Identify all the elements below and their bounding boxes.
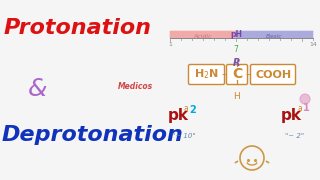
Text: pk: pk [168, 108, 189, 123]
Circle shape [300, 94, 310, 104]
Text: H$_2$N: H$_2$N [194, 68, 219, 81]
Text: COOH: COOH [256, 69, 292, 80]
Text: 14: 14 [309, 42, 317, 47]
Text: H: H [234, 92, 240, 101]
Text: –: – [245, 69, 251, 80]
Text: pk: pk [281, 108, 302, 123]
Text: 7: 7 [234, 45, 238, 54]
Text: a: a [297, 104, 302, 113]
Text: &: & [28, 77, 47, 101]
Text: C: C [232, 68, 242, 82]
Text: "~ 2": "~ 2" [285, 133, 304, 139]
FancyBboxPatch shape [236, 31, 313, 38]
FancyBboxPatch shape [170, 31, 236, 38]
Text: a: a [184, 104, 189, 113]
Text: Acidic: Acidic [194, 34, 212, 39]
Text: 1: 1 [303, 103, 310, 113]
FancyBboxPatch shape [251, 64, 295, 84]
Text: Medicos: Medicos [118, 82, 153, 91]
Text: 2: 2 [189, 105, 196, 115]
Text: "~ 10": "~ 10" [172, 133, 196, 139]
FancyBboxPatch shape [188, 64, 225, 84]
Text: Deprotonation: Deprotonation [2, 125, 184, 145]
Text: 1: 1 [168, 42, 172, 47]
Text: –: – [221, 69, 227, 80]
Text: R: R [233, 58, 241, 68]
Text: Protonation: Protonation [4, 18, 152, 38]
Text: Basic: Basic [266, 34, 283, 39]
FancyBboxPatch shape [227, 64, 247, 84]
Text: pH: pH [230, 30, 242, 39]
